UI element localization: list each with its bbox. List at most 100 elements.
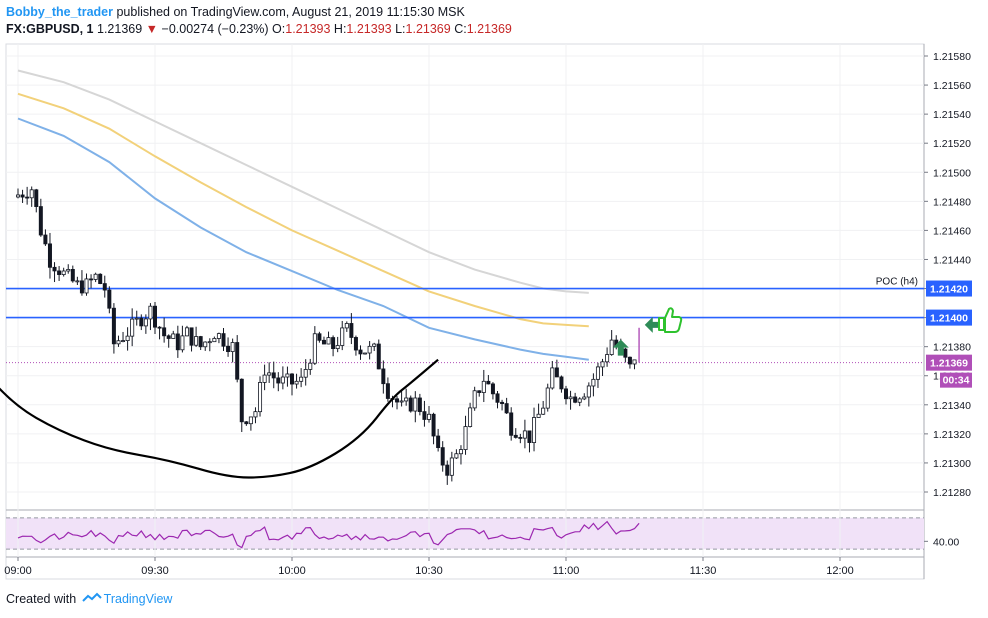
candle-body xyxy=(454,453,459,459)
price-axis[interactable]: 1.21580 1.21560 1.21540 1.21520 1.21500 1.214… xyxy=(924,51,972,548)
time-tick-label: 09:00 xyxy=(4,565,32,577)
candle-body xyxy=(349,323,354,338)
candle-body xyxy=(226,345,231,353)
candle-body xyxy=(477,390,482,393)
high-value: 1.21393 xyxy=(346,22,392,36)
publish-line: Bobby_the_trader published on TradingVie… xyxy=(6,4,706,21)
author-link[interactable]: Bobby_the_trader xyxy=(6,5,113,19)
candle-body xyxy=(577,398,582,403)
candle-body xyxy=(285,373,290,378)
candle-body xyxy=(317,333,322,341)
price-tick-label: 1.21300 xyxy=(933,458,971,470)
up-arrow-icon xyxy=(612,339,629,356)
price-tick-label: 1.21480 xyxy=(933,196,971,208)
change-value: −0.00274 (−0.23%) xyxy=(161,22,269,36)
close-value: 1.21369 xyxy=(466,22,512,36)
time-tick-label: 10:00 xyxy=(278,565,306,577)
rsi-tick-label: 40.00 xyxy=(933,536,959,548)
low-value: 1.21369 xyxy=(405,22,451,36)
candle-body xyxy=(152,305,157,328)
candle-body xyxy=(111,307,116,345)
price-tick-label: 1.21520 xyxy=(933,138,971,150)
price-tick-label: 1.21280 xyxy=(933,487,971,499)
moving-averages xyxy=(17,69,589,361)
time-axis[interactable]: 09:00 09:30 10:00 10:30 11:00 11:30 12:00 xyxy=(4,557,854,577)
candle-body xyxy=(586,385,591,398)
candle-body xyxy=(143,318,148,327)
open-value: 1.21393 xyxy=(285,22,331,36)
level-label: 1.21420 xyxy=(930,284,968,296)
time-tick-label: 10:30 xyxy=(415,565,443,577)
candle-body xyxy=(303,369,308,378)
candle-body xyxy=(509,412,514,436)
published-text: published on TradingView.com, August 21,… xyxy=(116,5,465,19)
ohlc-line: FX:GBPUSD, 1 1.21369 ▼ −0.00274 (−0.23%)… xyxy=(6,21,706,38)
candle-body xyxy=(116,340,121,345)
candle-body xyxy=(321,339,326,345)
candle-body xyxy=(344,323,349,329)
candle-body xyxy=(258,382,263,413)
candle-body xyxy=(262,374,267,383)
candle-body xyxy=(38,206,43,236)
candle-body xyxy=(554,367,559,378)
candle-body xyxy=(367,345,372,354)
candle-body xyxy=(34,189,39,207)
candle-body xyxy=(134,317,139,320)
candle-body xyxy=(363,352,368,355)
candle-body xyxy=(75,280,80,283)
candle-body xyxy=(573,396,578,403)
candle-body xyxy=(70,269,75,282)
symbol-label: FX:GBPUSD, 1 xyxy=(6,22,94,36)
price-tick-label: 1.21340 xyxy=(933,400,971,412)
ma-line-mid xyxy=(17,92,589,328)
candle-body xyxy=(445,464,450,476)
candle-body xyxy=(189,327,194,346)
left-arrow-icon xyxy=(644,316,662,333)
candle-body xyxy=(299,376,304,382)
candle-body xyxy=(239,378,244,423)
candle-body xyxy=(417,397,422,413)
price-tick-label: 1.21560 xyxy=(933,80,971,92)
last-price-label-bg xyxy=(926,354,972,371)
candle-body xyxy=(121,340,126,343)
candle-body xyxy=(623,348,628,358)
candle-body xyxy=(335,345,340,350)
candle-body xyxy=(102,283,107,291)
candle-body xyxy=(43,234,48,245)
candle-body xyxy=(203,341,208,348)
tradingview-brand[interactable]: TradingView xyxy=(103,592,173,606)
candle-body xyxy=(194,336,199,346)
rounding-bottom-curve xyxy=(0,358,439,479)
rsi-band-fill xyxy=(6,517,924,550)
candle-body xyxy=(545,387,550,409)
open-label: O: xyxy=(272,22,286,36)
candle-body xyxy=(582,396,587,400)
rsi-band xyxy=(6,517,924,550)
countdown-bg xyxy=(940,372,972,388)
candle-body xyxy=(207,341,212,344)
candle-body xyxy=(212,338,217,343)
time-tick-label: 11:00 xyxy=(553,565,580,577)
horizontal-levels: POC (h4) xyxy=(6,277,924,364)
candle-body xyxy=(605,354,610,363)
candle-body xyxy=(47,243,52,268)
candle-body xyxy=(340,327,345,346)
candle-body xyxy=(175,333,180,351)
candle-body xyxy=(66,269,71,272)
candle-body xyxy=(550,367,555,389)
last-price-label: 1.21369 xyxy=(930,358,968,370)
candle-body xyxy=(267,372,272,376)
candle-body xyxy=(527,430,532,443)
candle-body xyxy=(513,434,518,438)
candle-body xyxy=(358,349,363,355)
rsi-line xyxy=(17,520,640,549)
candle-body xyxy=(609,339,614,355)
candle-body xyxy=(157,326,162,329)
candle-body xyxy=(15,194,20,198)
candle-body xyxy=(248,416,253,425)
candle-body xyxy=(353,337,358,351)
cup-curve xyxy=(0,358,439,479)
candle-body xyxy=(52,266,57,272)
candle-body xyxy=(495,393,500,403)
